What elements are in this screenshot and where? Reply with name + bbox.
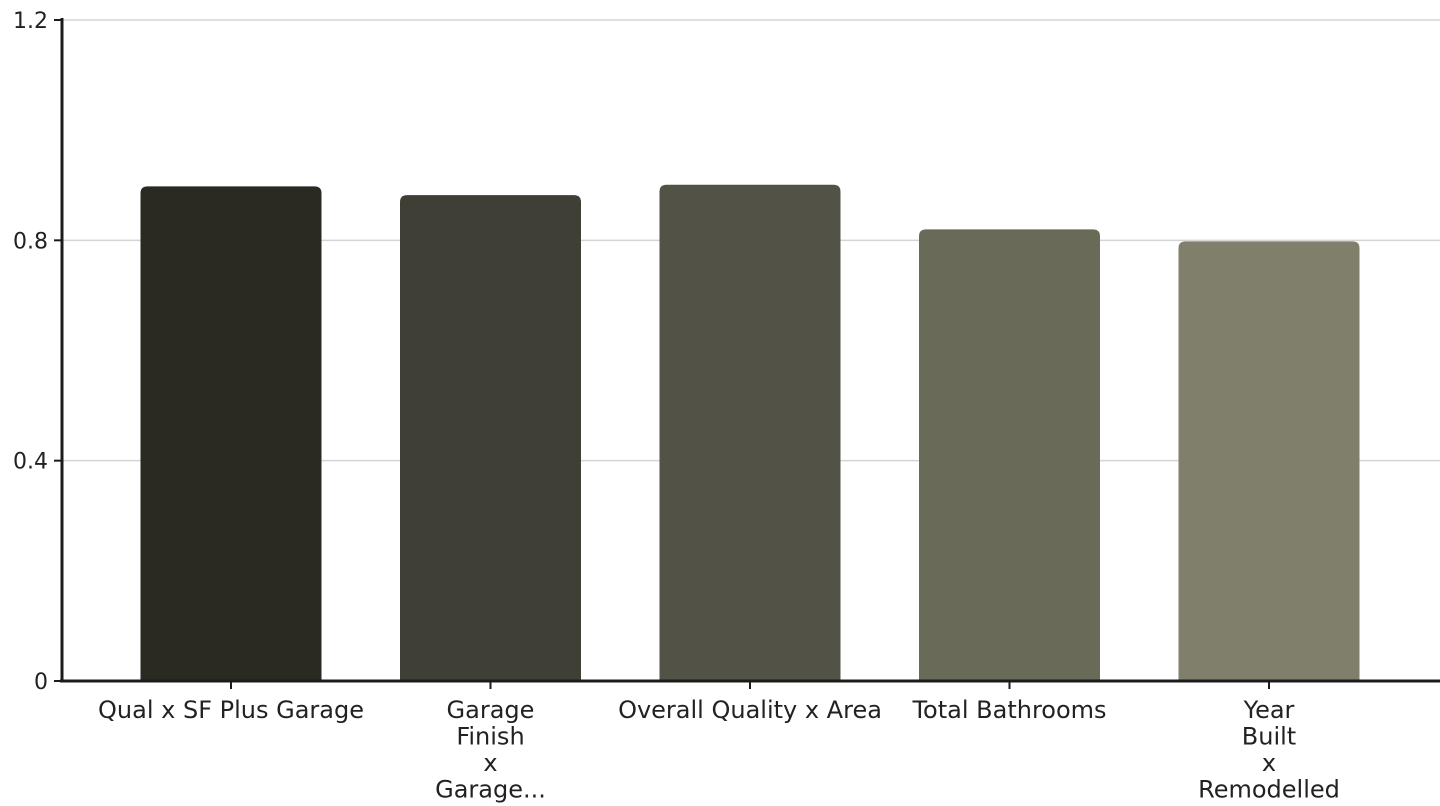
bar[interactable] [400, 195, 581, 682]
x-category-label-line: Qual x SF Plus Garage [98, 696, 364, 724]
x-category-label-line: Remodelled [1198, 776, 1340, 804]
x-category-label: Total Bathrooms [911, 696, 1106, 724]
bar[interactable] [919, 229, 1100, 682]
bar[interactable] [140, 186, 322, 681]
x-category-label: Overall Quality x Area [618, 696, 882, 724]
y-tick-label: 1.2 [13, 9, 48, 34]
y-tick-label: 0 [34, 670, 48, 695]
y-tick-label: 0.8 [13, 229, 48, 254]
bars [140, 184, 1360, 682]
x-category-label: Garage Finish x Garage... [435, 696, 546, 804]
x-category-label-line: Year [1243, 696, 1295, 724]
x-category-label: Year Built x Remodelled [1198, 696, 1340, 804]
x-category-label-line: Built [1242, 723, 1296, 751]
x-category-label-line: Overall Quality x Area [618, 696, 882, 724]
x-category-label-line: x [1262, 749, 1276, 777]
x-category-label-line: x [483, 749, 497, 777]
x-category-label-line: Garage [447, 696, 535, 724]
x-category-label-line: Finish [456, 723, 524, 751]
y-tick-label: 0.4 [13, 450, 48, 475]
x-axis-labels: Qual x SF Plus Garage Garage Finish x Garage… [98, 681, 1340, 804]
y-axis-ticks: 0 0.4 0.8 1.2 [13, 9, 62, 695]
x-category-label-line: Garage... [435, 776, 546, 804]
x-category-label-line: Total Bathrooms [911, 696, 1106, 724]
bar[interactable] [1178, 241, 1360, 681]
bar[interactable] [659, 184, 841, 682]
x-category-label: Qual x SF Plus Garage [98, 696, 364, 724]
